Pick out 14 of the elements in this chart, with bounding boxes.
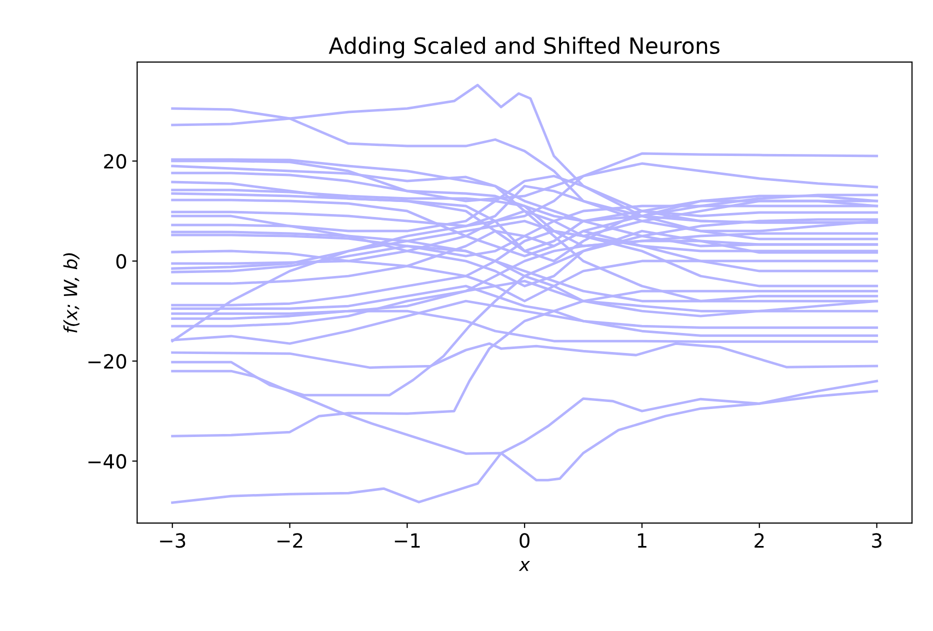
y-tick-label: 0 — [116, 254, 126, 269]
x-tick-label: −1 — [394, 533, 420, 548]
y-tick-label: 20 — [104, 154, 126, 169]
y-tick-label: −40 — [88, 454, 126, 469]
y-tick-label: −20 — [88, 354, 126, 369]
x-tick-label: 1 — [638, 533, 646, 548]
x-tick-label: −3 — [160, 533, 186, 548]
x-axis-title: x — [518, 561, 530, 571]
x-tick-label: −2 — [278, 533, 302, 548]
y-axis-title: f(x; W, b) — [63, 253, 80, 332]
chart-title: Adding Scaled and Shifted Neurons — [328, 36, 720, 58]
x-tick-label: 0 — [520, 533, 530, 548]
x-tick-label: 3 — [872, 533, 882, 548]
x-tick-label: 2 — [754, 533, 764, 548]
